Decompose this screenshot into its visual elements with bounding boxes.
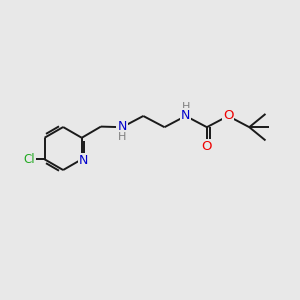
Text: Cl: Cl [23,153,35,166]
Text: N: N [181,110,190,122]
Text: H: H [118,132,126,142]
Text: O: O [223,110,233,122]
Text: N: N [117,120,127,133]
Text: O: O [202,140,212,153]
Text: H: H [182,102,190,112]
Text: N: N [79,154,88,167]
